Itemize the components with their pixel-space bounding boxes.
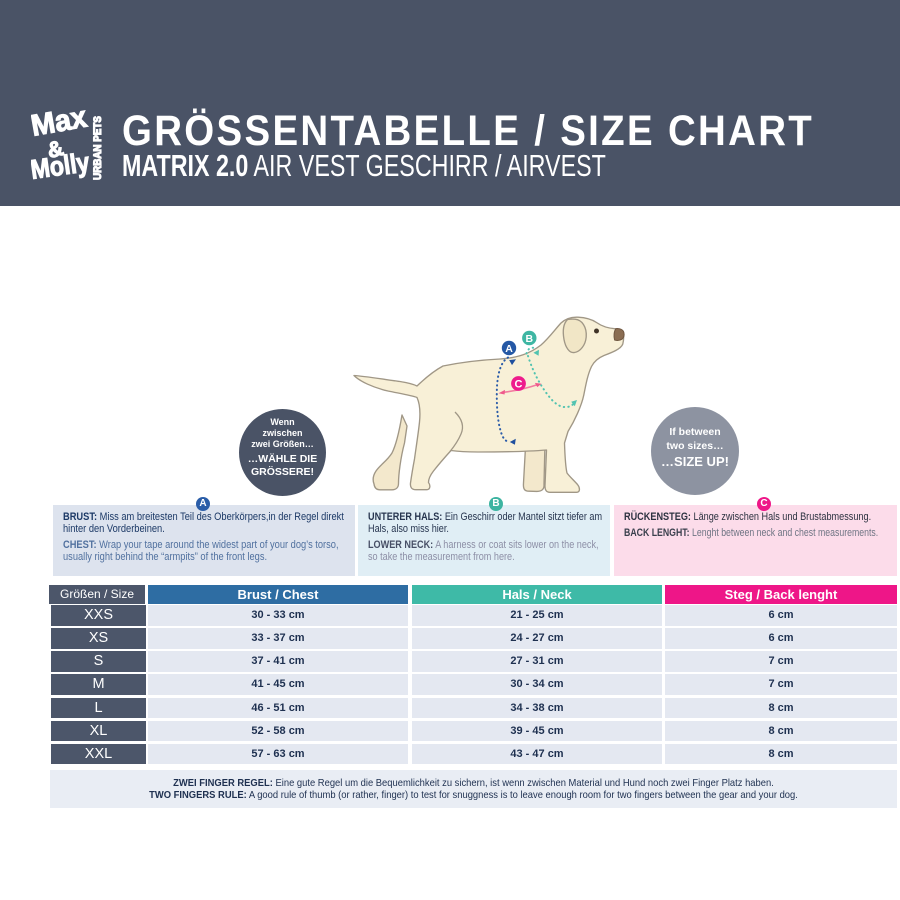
svg-text:&: & <box>45 135 67 163</box>
svg-text:B: B <box>526 333 534 345</box>
svg-text:Max: Max <box>31 108 90 143</box>
svg-text:A: A <box>505 343 513 355</box>
svg-text:C: C <box>515 379 523 391</box>
svg-text:Molly: Molly <box>31 147 91 184</box>
svg-text:URBAN PETS: URBAN PETS <box>92 116 104 180</box>
